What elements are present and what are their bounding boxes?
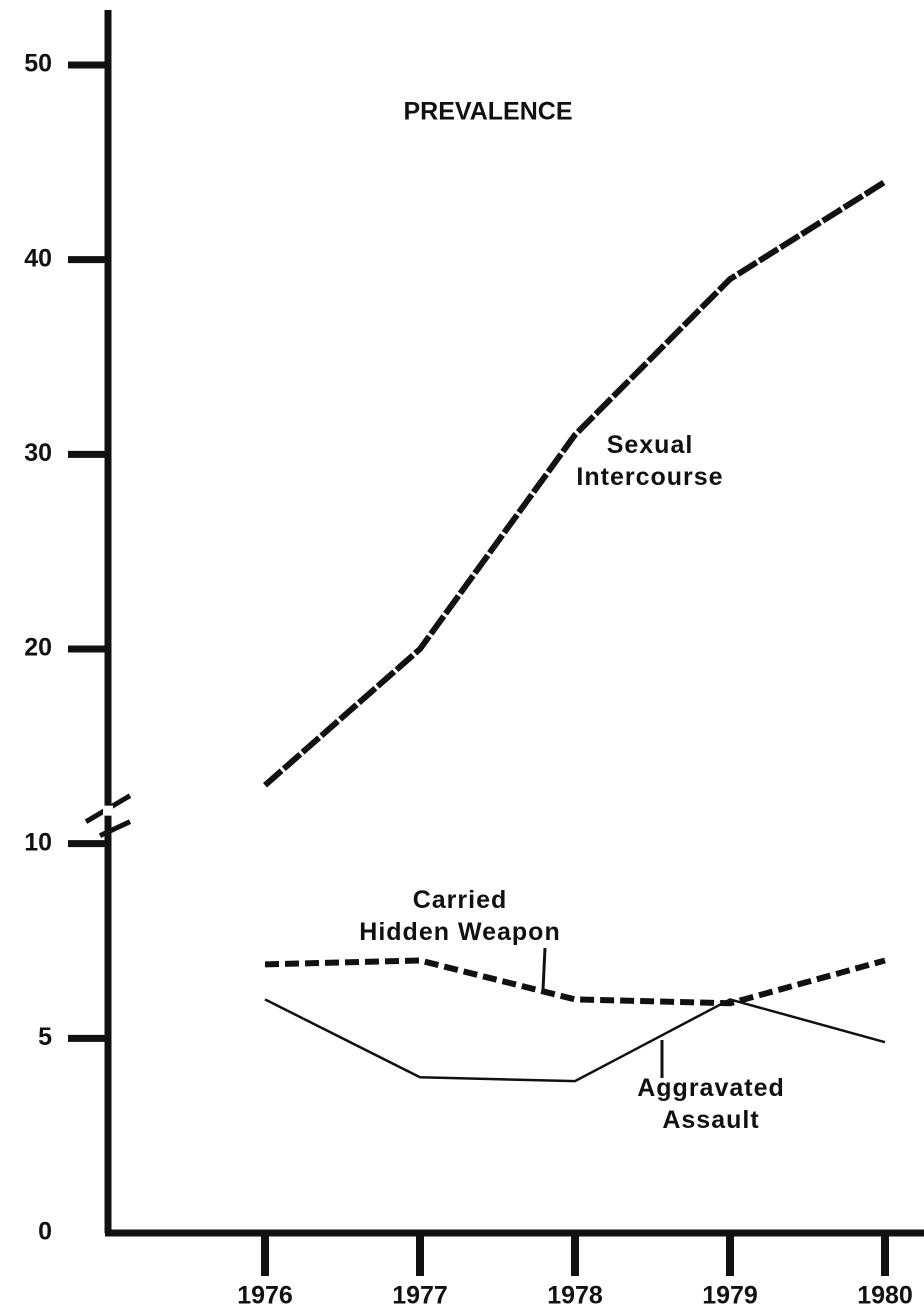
axis-break bbox=[98, 819, 132, 838]
x-tick-label: 1978 bbox=[547, 1282, 603, 1310]
series-label: Carried Hidden Weapon bbox=[359, 886, 561, 946]
y-tick-label: 5 bbox=[38, 1023, 52, 1051]
series-label: Aggravated Assault bbox=[637, 1074, 785, 1134]
chart-title: PREVALENCE bbox=[403, 98, 572, 126]
y-tick-label: 20 bbox=[24, 634, 52, 662]
axis-break-gap bbox=[103, 805, 113, 816]
x-tick-label: 1979 bbox=[702, 1282, 758, 1310]
y-tick-label: 0 bbox=[38, 1218, 52, 1246]
y-tick-label: 10 bbox=[24, 828, 52, 856]
series-line bbox=[264, 957, 886, 1007]
y-tick-label: 30 bbox=[24, 439, 52, 467]
label-pointer bbox=[541, 947, 547, 991]
x-tick-label: 1977 bbox=[392, 1282, 448, 1310]
y-tick-label: 50 bbox=[24, 50, 52, 78]
series-line bbox=[264, 998, 886, 1083]
series-label: Sexual Intercourse bbox=[576, 431, 724, 491]
series-line bbox=[263, 179, 887, 788]
y-tick-label: 40 bbox=[24, 244, 52, 272]
x-tick-label: 1980 bbox=[857, 1282, 913, 1310]
x-tick-label: 1976 bbox=[237, 1282, 293, 1310]
